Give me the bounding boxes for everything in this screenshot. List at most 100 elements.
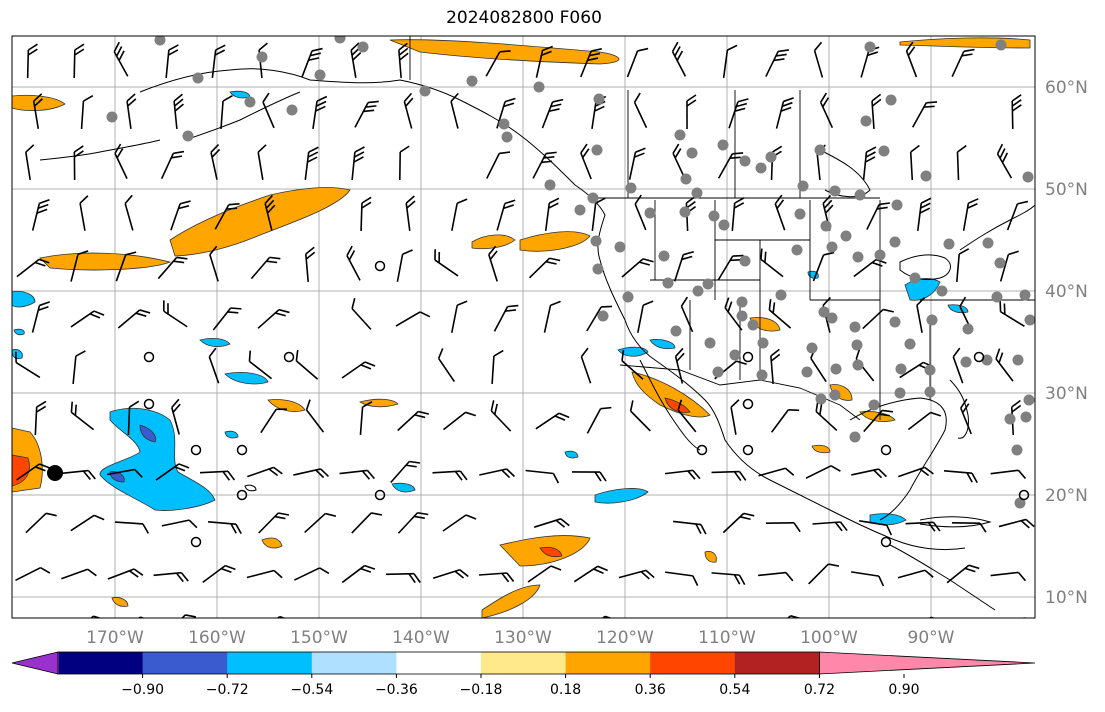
wind-barb	[351, 297, 372, 330]
station-dot	[498, 118, 510, 130]
wind-barb	[955, 248, 970, 283]
station-dot	[593, 93, 605, 105]
station-dot	[712, 366, 724, 378]
gridlines	[12, 36, 1035, 618]
station-dot	[909, 272, 921, 284]
wind-barb	[257, 308, 290, 329]
station-dot	[357, 41, 369, 53]
wind-barb	[170, 200, 191, 231]
wind-barb	[60, 469, 96, 480]
wind-barb	[1006, 200, 1029, 231]
longitude-label: 150°W	[290, 628, 348, 648]
wind-barb	[80, 94, 94, 130]
wind-barb	[916, 297, 926, 333]
colorbar-tick-label: −0.18	[460, 682, 503, 698]
wind-barb	[212, 307, 242, 331]
calm-circle	[374, 489, 386, 501]
wind-barb	[258, 512, 290, 534]
station-dot	[574, 204, 586, 216]
wind-barb	[70, 401, 95, 431]
station-dot	[854, 189, 866, 201]
contour-purple-blue	[139, 424, 157, 443]
station-dot	[852, 251, 864, 263]
wind-barb	[722, 512, 755, 534]
station-dot	[692, 285, 704, 297]
colorbar: −0.90 −0.72 −0.54 −0.36 −0.18 0.18 0.36 0.54 0.7…	[11, 651, 1036, 698]
wind-barb	[115, 251, 137, 282]
wind-barb	[451, 300, 468, 333]
wind-barb	[264, 194, 276, 231]
wind-barb	[672, 520, 707, 535]
wind-barb	[812, 521, 848, 532]
wind-barb	[304, 512, 337, 534]
wind-barb	[295, 350, 319, 380]
wind-barb	[819, 92, 834, 129]
wind-barb	[956, 145, 967, 181]
wind-barb	[535, 412, 570, 430]
wind-barb	[107, 568, 144, 580]
wind-barb	[126, 93, 137, 129]
aleutians	[39, 139, 161, 161]
wind-barb	[202, 564, 236, 583]
calm-circle	[143, 351, 155, 363]
wind-barb	[805, 465, 841, 479]
wind-barb	[862, 308, 894, 330]
station-dot	[1023, 394, 1035, 406]
station-dot	[814, 144, 826, 156]
station-dot	[686, 147, 698, 159]
station-dot	[860, 115, 872, 127]
station-dot	[717, 139, 729, 151]
wind-barb	[999, 250, 1019, 282]
contour-orange	[358, 398, 399, 408]
wind-barb	[107, 468, 143, 478]
station-dot	[670, 325, 682, 337]
wind-barb	[757, 571, 794, 582]
wind-barb	[633, 92, 648, 129]
station-dot	[982, 237, 994, 249]
station-dot	[625, 182, 637, 194]
wind-barb	[673, 250, 694, 282]
station-dots	[106, 36, 1035, 509]
gulf-of-mexico	[849, 397, 947, 521]
station-dot	[830, 363, 842, 375]
wind-barb	[294, 567, 330, 581]
station-dot	[501, 131, 513, 143]
wind-barb	[859, 620, 894, 637]
wind-barb	[580, 143, 592, 180]
colorbar-tick-label: 0.54	[719, 682, 750, 698]
wind-barb	[998, 518, 1035, 529]
wind-barb	[256, 615, 291, 618]
contour-blue	[224, 430, 239, 439]
latitude-label: 20°N	[1045, 486, 1088, 506]
wind-barb	[220, 95, 233, 130]
station-dot	[286, 104, 298, 116]
wind-barb	[403, 92, 414, 129]
latitude-label: 30°N	[1045, 384, 1088, 404]
station-dot	[826, 241, 838, 253]
wind-barb	[442, 514, 477, 532]
canada-provinces	[627, 90, 801, 198]
station-dot	[419, 85, 431, 97]
wind-barb	[208, 347, 220, 384]
station-dot	[106, 111, 118, 123]
wind-barb	[207, 521, 242, 535]
wind-barb	[907, 411, 942, 431]
wind-barb	[813, 41, 824, 78]
colorbar-segment	[227, 652, 313, 674]
latitude-label: 40°N	[1045, 282, 1088, 302]
wind-barb	[114, 521, 150, 534]
wind-barb	[211, 44, 226, 78]
wind-barb	[173, 93, 184, 130]
wind-barb	[61, 568, 97, 580]
florida	[949, 379, 969, 439]
station-dot	[891, 199, 903, 211]
station-dot	[704, 337, 716, 349]
latitude-labels: 60°N 50°N 40°N 30°N 20°N 10°N	[1045, 78, 1088, 608]
wind-barb	[451, 198, 468, 231]
wind-barb	[951, 48, 975, 78]
wind-barb	[360, 196, 372, 232]
station-dot	[597, 310, 609, 322]
colorbar-segment	[58, 652, 144, 674]
station-dot	[991, 291, 1003, 303]
wind-barb	[618, 569, 655, 580]
